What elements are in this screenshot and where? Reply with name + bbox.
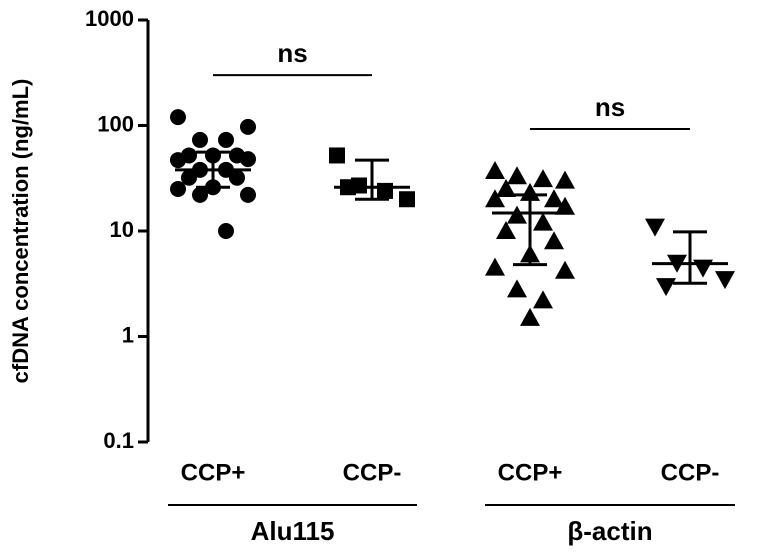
data-point	[399, 191, 415, 208]
y-tick-label: 1	[122, 322, 134, 347]
data-point	[485, 189, 505, 208]
data-point	[170, 109, 186, 126]
y-tick-label: 0.1	[103, 428, 134, 453]
y-tick-label: 10	[110, 217, 134, 242]
data-point	[192, 186, 208, 203]
data-point	[240, 186, 256, 203]
data-point	[229, 169, 245, 186]
y-tick-label: 1000	[85, 6, 134, 31]
x-tick-label: CCP+	[181, 459, 246, 486]
data-point	[544, 231, 564, 250]
data-point	[507, 205, 527, 224]
comparison-label: ns	[277, 38, 307, 68]
data-point	[520, 307, 540, 326]
data-point	[240, 151, 256, 168]
data-point	[555, 196, 575, 215]
comparison-label: ns	[595, 92, 625, 122]
data-point	[192, 131, 208, 148]
data-point	[507, 166, 527, 185]
data-point	[533, 290, 553, 309]
x-tick-label: CCP-	[661, 459, 720, 486]
data-point	[485, 161, 505, 180]
y-axis-label: cfDNA concentration (ng/mL)	[8, 79, 33, 384]
data-point	[485, 257, 505, 276]
data-point	[544, 189, 564, 208]
data-point	[656, 278, 676, 297]
data-point	[715, 271, 735, 290]
data-point	[496, 179, 516, 198]
x-tick-label: CCP+	[498, 459, 563, 486]
data-point	[555, 170, 575, 189]
data-point	[218, 223, 234, 239]
data-point	[533, 169, 553, 188]
y-tick-label: 100	[97, 111, 134, 136]
data-point	[533, 212, 553, 231]
data-point	[170, 181, 186, 198]
data-point	[496, 221, 516, 239]
x-tick-label: CCP-	[343, 459, 402, 486]
data-point	[645, 218, 665, 237]
data-point	[181, 169, 197, 186]
data-point	[555, 260, 575, 279]
data-point	[218, 131, 234, 148]
data-point	[377, 182, 393, 199]
group-label: Alu115	[251, 516, 335, 546]
data-point	[329, 147, 345, 164]
data-point	[170, 152, 186, 169]
data-point	[240, 118, 256, 135]
group-label: β-actin	[567, 516, 652, 546]
data-point	[507, 279, 527, 298]
